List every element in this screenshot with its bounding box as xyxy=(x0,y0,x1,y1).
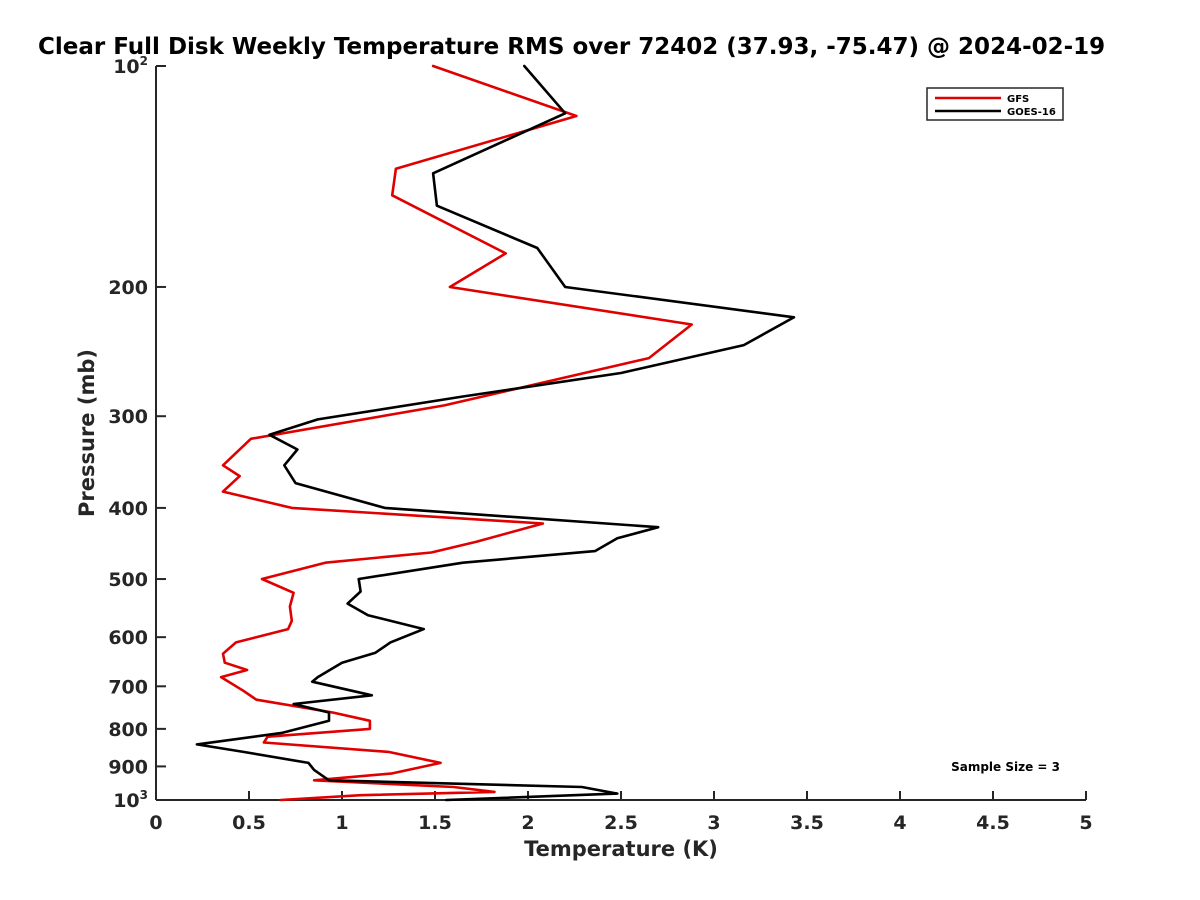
y-tick-label: 900 xyxy=(108,756,148,778)
chart-title: Clear Full Disk Weekly Temperature RMS o… xyxy=(38,34,1105,60)
x-tick-label: 4.5 xyxy=(976,812,1010,834)
x-tick-label: 2.5 xyxy=(604,812,638,834)
x-tick-label: 1.5 xyxy=(418,812,452,834)
x-tick-label: 1 xyxy=(335,812,348,834)
x-tick-label: 3.5 xyxy=(790,812,824,834)
y-tick-label: 200 xyxy=(108,277,148,299)
legend: GFS GOES-16 xyxy=(926,87,1064,121)
x-tick-label: 3 xyxy=(707,812,720,834)
x-tick-label: 0 xyxy=(149,812,162,834)
y-tick-label: 102 xyxy=(113,54,148,78)
y-tick-label: 600 xyxy=(108,627,148,649)
legend-label: GOES-16 xyxy=(1007,107,1056,118)
x-axis-label: Temperature (K) xyxy=(524,837,718,861)
y-tick-label: 300 xyxy=(108,406,148,428)
x-axis-ticks: 0 0.5 1 1.5 2 2.5 3 3.5 4 4.5 5 xyxy=(149,791,1093,834)
y-axis-ticks: 102 200 300 400 500 600 700 800 900 103 xyxy=(108,54,166,812)
sample-size-annotation: Sample Size = 3 xyxy=(951,760,1060,774)
legend-label: GFS xyxy=(1007,94,1029,105)
x-tick-label: 4 xyxy=(893,812,906,834)
series-line-goes-16 xyxy=(195,64,796,802)
series-line-gfs xyxy=(219,64,694,802)
axes-frame xyxy=(155,66,1086,801)
y-axis-label: Pressure (mb) xyxy=(75,349,99,517)
y-tick-label: 800 xyxy=(108,719,148,741)
y-tick-label: 700 xyxy=(108,676,148,698)
series-layer xyxy=(195,64,796,802)
y-tick-label: 103 xyxy=(113,788,148,812)
y-tick-label: 500 xyxy=(108,569,148,591)
x-tick-label: 2 xyxy=(521,812,534,834)
x-tick-label: 5 xyxy=(1079,812,1092,834)
x-tick-label: 0.5 xyxy=(232,812,266,834)
legend-box xyxy=(926,87,1064,121)
y-tick-label: 400 xyxy=(108,498,148,520)
